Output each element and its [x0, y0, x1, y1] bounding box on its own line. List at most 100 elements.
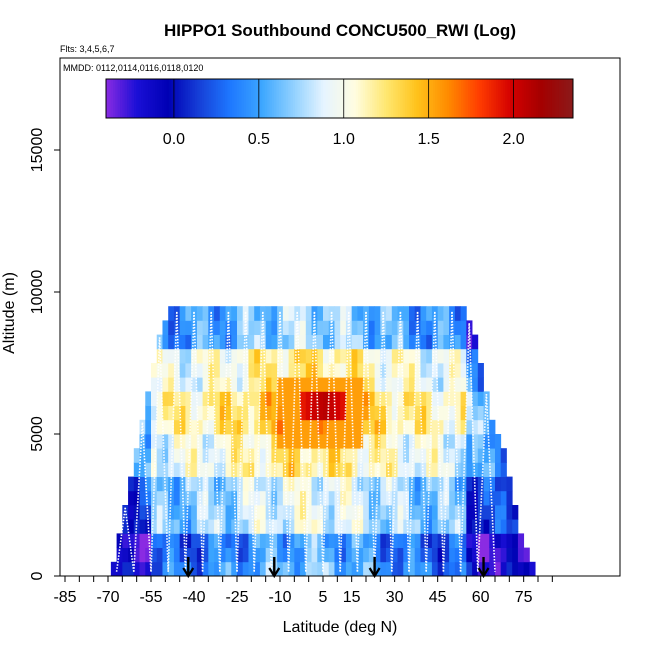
heatmap-cell — [179, 363, 186, 378]
colorbar-swatch — [281, 79, 284, 118]
heatmap-cell — [449, 448, 456, 463]
colorbar-swatch — [421, 79, 425, 118]
heatmap-cell — [168, 419, 175, 435]
heatmap-cell — [288, 561, 295, 577]
heatmap-cell — [231, 561, 238, 577]
colorbar-swatch — [446, 79, 450, 118]
heatmap-cell — [368, 348, 375, 364]
heatmap-cell — [460, 320, 467, 335]
heatmap-cell — [328, 391, 335, 406]
colorbar-swatch — [404, 79, 408, 118]
heatmap-cell — [328, 561, 335, 577]
heatmap-cell — [357, 405, 364, 421]
heatmap-cell — [173, 334, 181, 350]
heatmap-cell — [225, 405, 232, 421]
heatmap-cell — [454, 462, 461, 477]
heatmap-cell — [254, 519, 261, 534]
heatmap-cell — [185, 334, 192, 350]
heatmap-cell — [173, 533, 181, 548]
heatmap-cell — [317, 519, 324, 534]
heatmap-cell — [237, 405, 244, 421]
heatmap-cell — [368, 419, 375, 435]
heatmap-cell — [431, 391, 439, 406]
colorbar-swatch — [472, 79, 476, 118]
heatmap-cell — [242, 348, 249, 364]
colorbar-swatch — [141, 79, 144, 118]
heatmap-cell — [500, 505, 507, 520]
heatmap-cell — [472, 519, 479, 534]
heatmap-cell — [431, 405, 439, 421]
colorbar-swatch — [428, 79, 432, 118]
colorbar-swatch — [306, 79, 310, 118]
colorbar-swatch — [152, 79, 156, 118]
heatmap-cell — [162, 348, 169, 364]
heatmap-cell — [449, 462, 456, 477]
heatmap-cell — [259, 334, 267, 350]
heatmap-cell — [460, 377, 467, 392]
heatmap-cell — [466, 476, 473, 492]
flight-track — [244, 311, 255, 572]
heatmap-cell — [386, 306, 393, 321]
heatmap-cell — [219, 547, 226, 563]
heatmap-cell — [512, 561, 519, 577]
colorbar-swatch — [155, 79, 158, 118]
colorbar-swatch — [521, 79, 525, 118]
heatmap-cell — [168, 533, 175, 548]
heatmap-cell — [374, 490, 381, 506]
heatmap-cell — [449, 348, 456, 364]
heatmap-cell — [495, 448, 502, 463]
colorbar-swatch — [453, 79, 457, 118]
heatmap-cell — [351, 306, 358, 321]
heatmap-cell — [133, 462, 140, 477]
heatmap-cell — [506, 490, 513, 506]
flight-track — [236, 311, 247, 572]
heatmap-cell — [409, 434, 416, 449]
heatmap-cell — [351, 391, 358, 406]
colorbar-swatch — [330, 79, 333, 118]
heatmap-cell — [133, 505, 140, 520]
heatmap-cell — [506, 533, 513, 548]
colorbar-swatch — [463, 79, 467, 118]
heatmap-cell — [368, 334, 375, 350]
heatmap-cell — [116, 561, 123, 577]
heatmap-cell — [477, 519, 484, 534]
heatmap-cell — [248, 419, 255, 435]
heatmap-cell — [454, 363, 461, 378]
heatmap-cell — [173, 561, 181, 577]
x-tick-label: -55 — [139, 589, 162, 606]
heatmap-cell — [431, 448, 439, 463]
heatmap-cell — [323, 348, 330, 364]
colorbar-swatch — [283, 79, 287, 118]
heatmap-cell — [231, 320, 238, 335]
heatmap-cell — [334, 505, 341, 520]
heatmap-cell — [500, 462, 507, 477]
colorbar-swatch — [241, 79, 245, 118]
heatmap-cell — [242, 561, 249, 577]
heatmap-cell — [340, 405, 347, 421]
heatmap-cell — [139, 490, 146, 506]
heatmap-cell — [208, 490, 215, 506]
heatmap-cell — [345, 533, 353, 548]
heatmap-cell — [472, 391, 479, 406]
heatmap-cell — [466, 405, 473, 421]
heatmap-cell — [208, 334, 215, 350]
heatmap-cell — [168, 363, 175, 378]
heatmap-cell — [483, 391, 490, 406]
colorbar-swatch — [369, 79, 373, 118]
heatmap-cell — [363, 462, 370, 477]
heatmap-cell — [173, 377, 181, 392]
heatmap-cell — [145, 561, 152, 577]
heatmap-cell — [311, 561, 318, 577]
heatmap-cell — [403, 306, 410, 321]
heatmap-cell — [185, 405, 192, 421]
heatmap-cell — [391, 533, 398, 548]
heatmap-cell — [156, 377, 163, 392]
heatmap-cell — [237, 448, 244, 463]
heatmap-cell — [454, 377, 461, 392]
colorbar-swatch — [211, 79, 214, 118]
colorbar-swatch — [255, 79, 259, 118]
flight-track — [356, 311, 367, 572]
colorbar-swatch — [386, 79, 390, 118]
heatmap-cell — [219, 320, 226, 335]
heatmap-cell — [380, 391, 387, 406]
